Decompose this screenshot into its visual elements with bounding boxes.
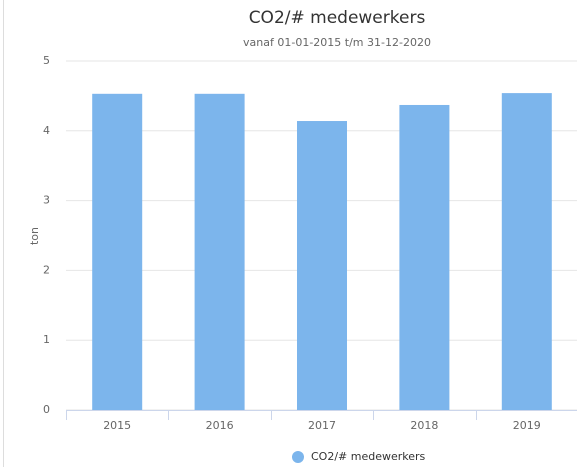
y-tick-label: 1 bbox=[43, 333, 50, 346]
bar bbox=[399, 104, 450, 410]
x-tick-label: 2017 bbox=[308, 419, 336, 432]
chart-title: CO2/# medewerkers bbox=[249, 8, 426, 28]
chart-subtitle: vanaf 01-01-2015 t/m 31-12-2020 bbox=[243, 36, 431, 49]
y-tick-label: 0 bbox=[43, 403, 50, 416]
bar bbox=[501, 93, 552, 410]
x-tick-label: 2018 bbox=[410, 419, 438, 432]
x-tick-label: 2015 bbox=[103, 419, 131, 432]
x-tick-label: 2019 bbox=[513, 419, 541, 432]
y-tick-label: 4 bbox=[43, 124, 50, 137]
y-tick-label: 3 bbox=[43, 194, 50, 207]
x-tick-label: 2016 bbox=[206, 419, 234, 432]
y-tick-label: 5 bbox=[43, 54, 50, 67]
bar bbox=[194, 93, 245, 410]
legend-symbol bbox=[292, 451, 304, 463]
y-axis-label: ton bbox=[28, 227, 41, 245]
legend-label: CO2/# medewerkers bbox=[311, 450, 426, 463]
bar bbox=[92, 93, 143, 410]
bar bbox=[297, 121, 347, 410]
y-tick-label: 2 bbox=[43, 263, 50, 276]
